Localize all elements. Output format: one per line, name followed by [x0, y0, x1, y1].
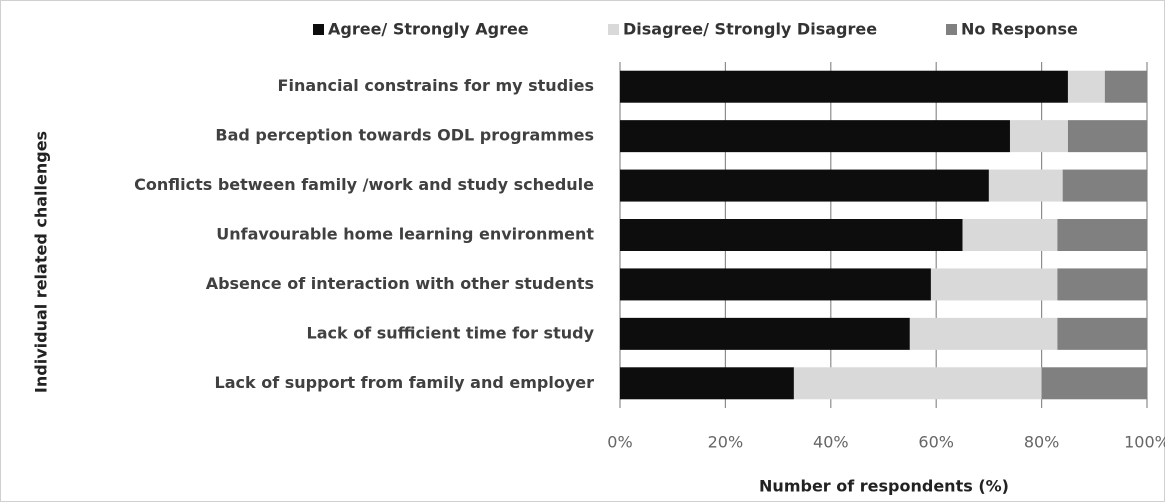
bar-segment: [620, 120, 1010, 153]
bar-segment: [620, 169, 989, 202]
bar-segment: [1062, 169, 1147, 202]
bar-segment: [988, 169, 1063, 202]
bar-segment: [1057, 317, 1147, 350]
bar-segment: [1041, 367, 1147, 400]
bar-segment: [1009, 120, 1068, 153]
bar-segment: [793, 367, 1042, 400]
legend-swatch: [608, 24, 619, 35]
x-tick-label: 100%: [1124, 433, 1165, 452]
category-label: Lack of sufficient time for study: [307, 323, 595, 342]
x-axis-title: Number of respondents (%): [759, 477, 1009, 496]
y-axis-title: Individual related challenges: [32, 131, 51, 393]
bar-segment: [620, 70, 1068, 103]
bar-segment: [620, 317, 910, 350]
bar-segment: [1057, 268, 1147, 301]
category-label: Financial constrains for my studies: [278, 76, 594, 95]
legend-label: Disagree/ Strongly Disagree: [623, 20, 877, 39]
category-label: Unfavourable home learning environment: [216, 225, 594, 244]
legend-label: No Response: [961, 20, 1078, 39]
x-tick-label: 0%: [607, 433, 632, 452]
bar-segment: [1067, 70, 1105, 103]
category-label: Conflicts between family /work and study…: [134, 175, 594, 194]
x-tick-label: 20%: [708, 433, 744, 452]
category-label: Absence of interaction with other studen…: [206, 274, 594, 293]
x-tick-label: 40%: [813, 433, 849, 452]
bar-segment: [1057, 219, 1147, 251]
category-label: Bad perception towards ODL programmes: [215, 126, 594, 145]
legend-swatch: [313, 24, 324, 35]
bar-segment: [909, 317, 1058, 350]
legend-label: Agree/ Strongly Agree: [328, 20, 529, 39]
legend-swatch: [946, 24, 957, 35]
bar-segment: [962, 219, 1058, 251]
x-tick-label: 60%: [918, 433, 954, 452]
bar-segment: [1067, 120, 1147, 153]
bar-segment: [930, 268, 1058, 301]
bar-segment: [620, 268, 931, 301]
bar-segment: [1104, 70, 1147, 103]
x-tick-label: 80%: [1024, 433, 1060, 452]
bar-segment: [620, 367, 794, 400]
bar-segment: [620, 219, 963, 251]
category-label: Lack of support from family and employer: [215, 373, 595, 392]
